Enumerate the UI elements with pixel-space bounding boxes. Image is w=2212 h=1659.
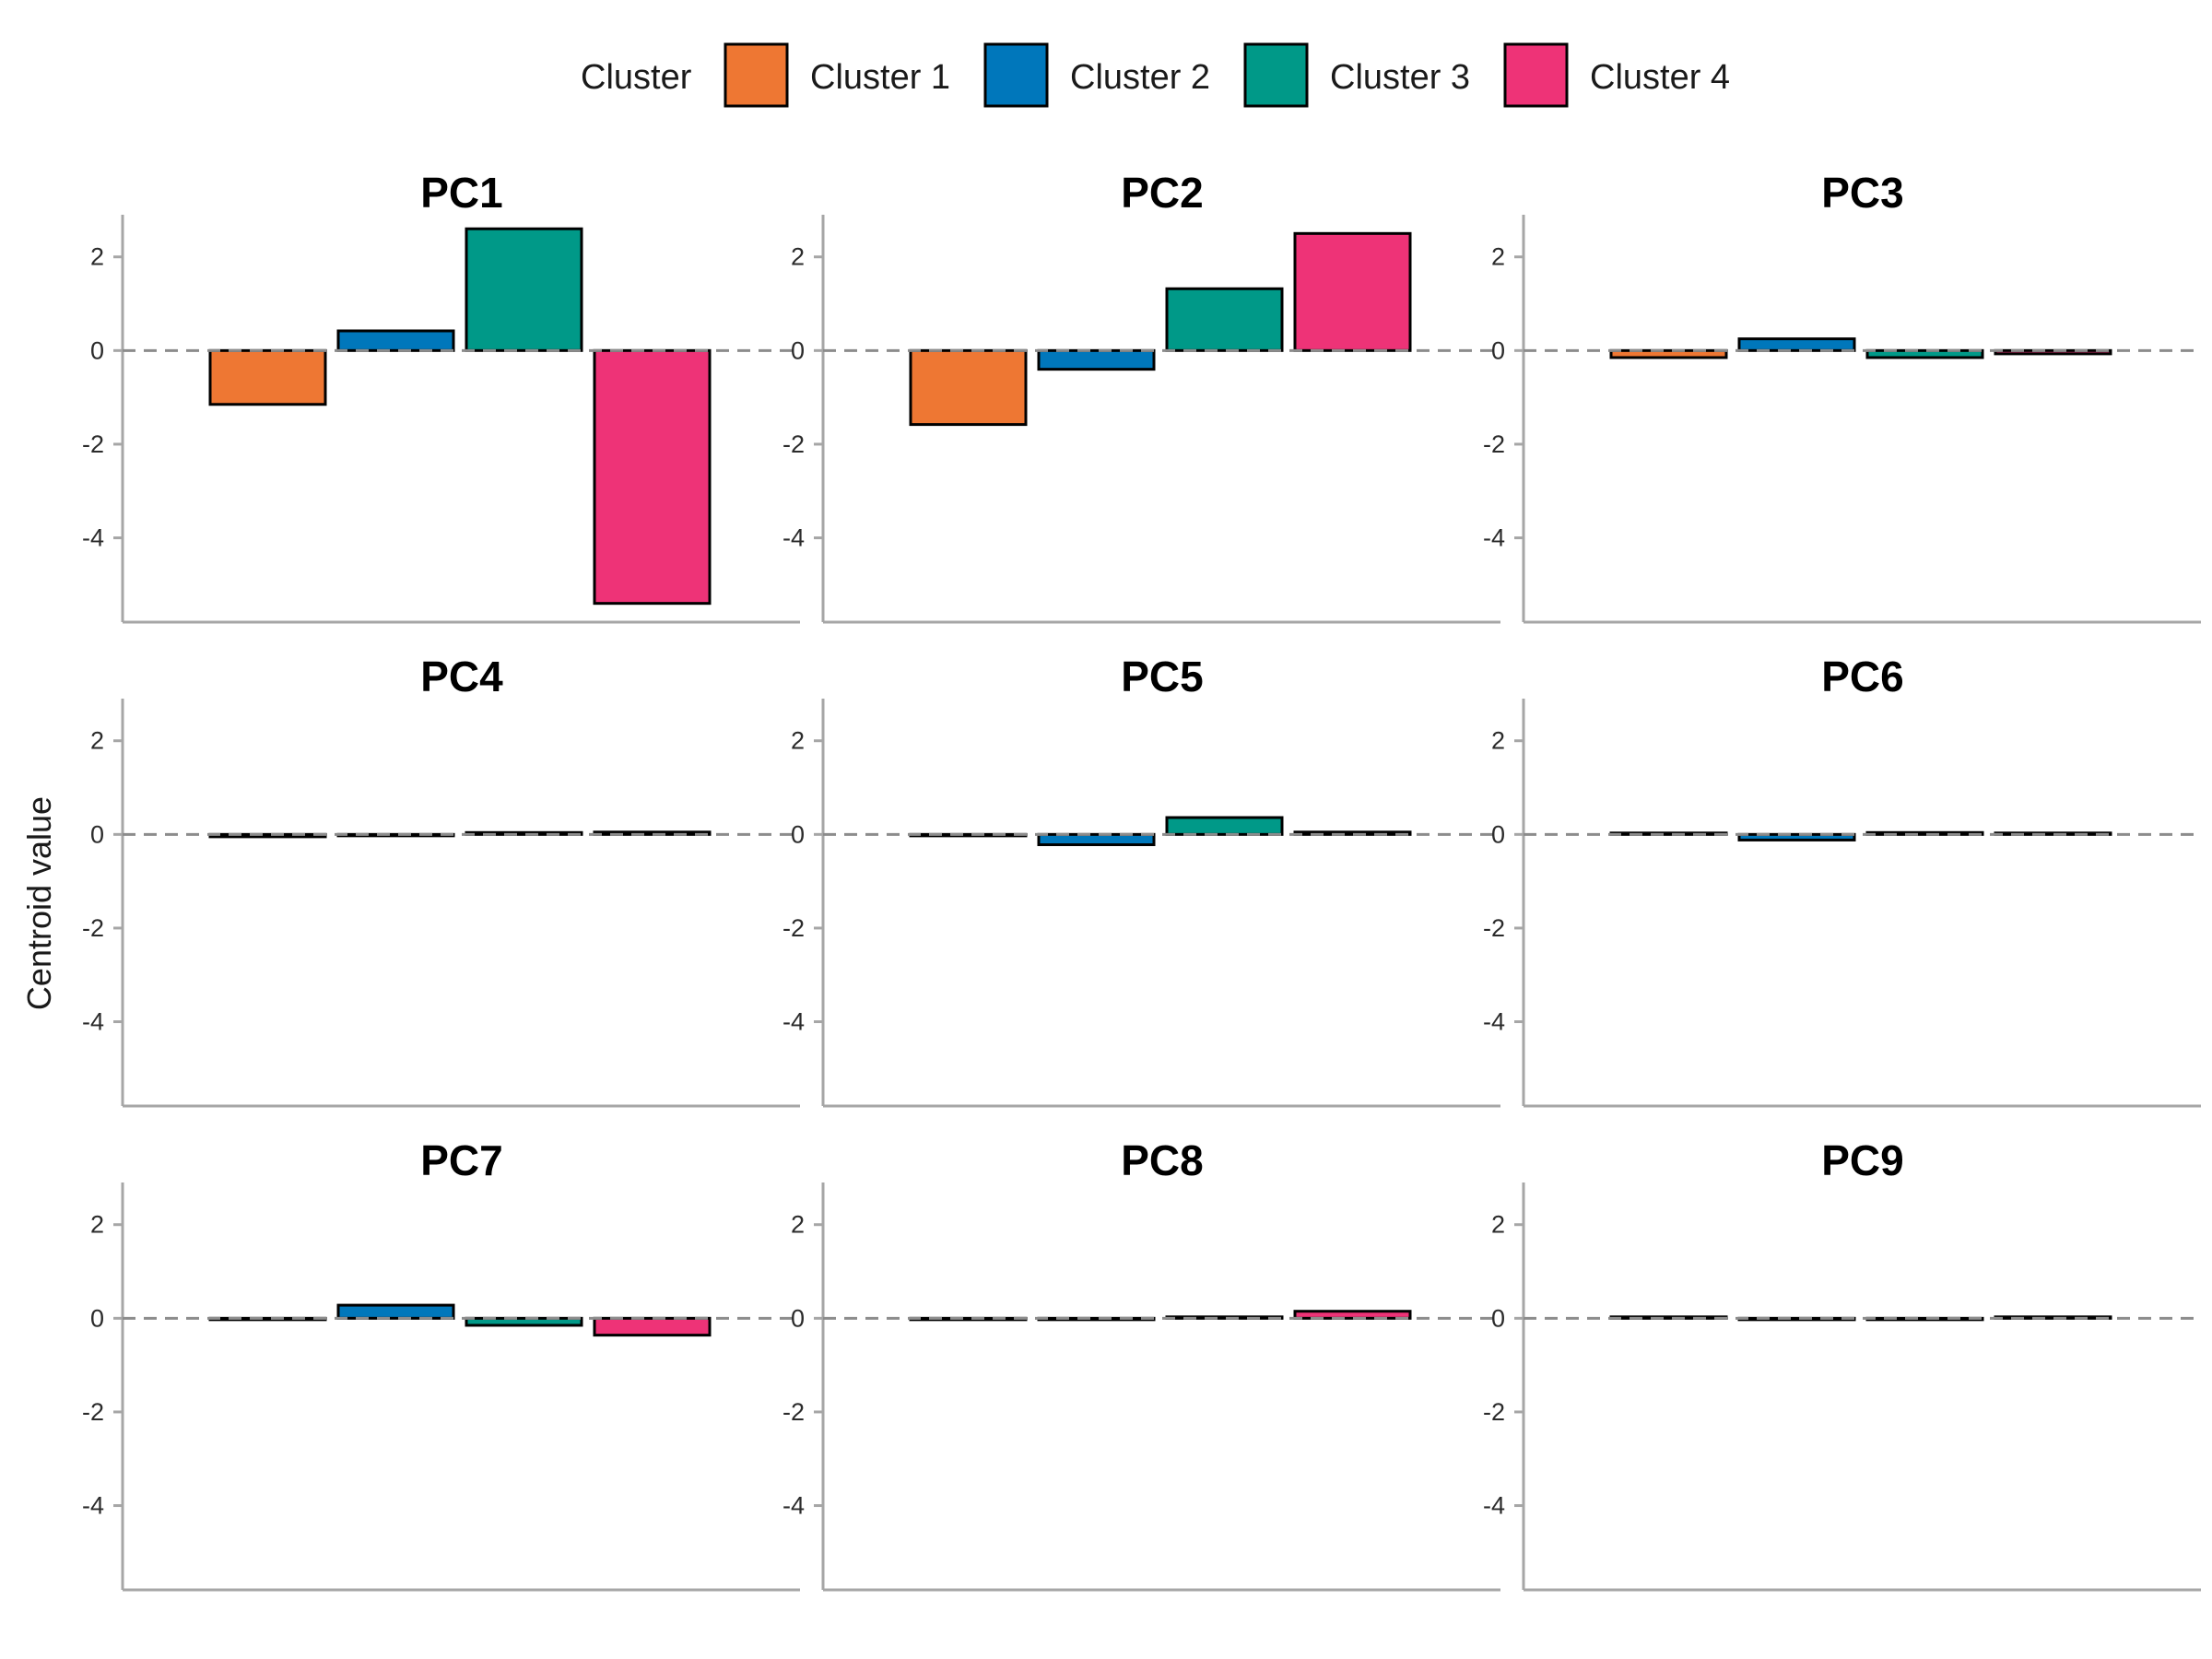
y-tick-label: 2 <box>90 1211 104 1239</box>
bar-pc6-cluster-2 <box>1737 832 1856 841</box>
y-tick-label: -4 <box>782 1492 805 1520</box>
facet-title: PC4 <box>420 653 503 700</box>
bar-pc7-cluster-1 <box>208 1316 327 1322</box>
facet-panels: PC1 2 0 -2 -4 PC2 2 0 -2 -4 PC3 2 0 -2 -4 PC4 2 0 -2 -4 PC5 2… <box>82 169 2201 1592</box>
y-tick-label: -4 <box>782 1008 805 1036</box>
legend-items: Cluster 1 Cluster 2 Cluster 3 Cluster 4 <box>724 42 1730 108</box>
bar-pc1-cluster-1 <box>208 348 327 406</box>
bar-pc3-cluster-3 <box>1865 348 1984 359</box>
bar-pc2-cluster-2 <box>1037 348 1156 371</box>
y-tick-label: -2 <box>82 914 104 942</box>
y-tick-label: 2 <box>1491 243 1505 271</box>
y-tick-label: -4 <box>82 1492 104 1520</box>
y-tick-label: 0 <box>1491 820 1505 848</box>
facet-panel-pc7: PC7 2 0 -2 -4 <box>82 1136 800 1592</box>
legend-label-cluster-1: Cluster 1 <box>810 58 950 97</box>
y-tick-label: 0 <box>90 1304 104 1332</box>
bar-pc5-cluster-1 <box>909 832 1028 838</box>
y-tick-label: -4 <box>1483 1492 1505 1520</box>
legend-key-cluster-2 <box>983 42 1049 108</box>
y-axis-title: Centroid value <box>20 796 58 1010</box>
bar-pc8-cluster-2 <box>1037 1316 1156 1322</box>
bar-pc8-cluster-4 <box>1293 1310 1412 1320</box>
facet-title: PC2 <box>1121 169 1203 217</box>
facet-title: PC5 <box>1121 653 1203 700</box>
facet-title: PC1 <box>420 169 502 217</box>
y-tick-label: -2 <box>782 430 805 458</box>
bar-pc5-cluster-3 <box>1165 816 1284 836</box>
facet-panel-pc9: PC9 2 0 -2 -4 <box>1483 1136 2201 1592</box>
y-tick-label: 0 <box>791 336 805 364</box>
facet-title: PC6 <box>1821 653 1903 700</box>
y-tick-label: 0 <box>791 1304 805 1332</box>
y-tick-label: 2 <box>791 727 805 755</box>
y-tick-label: -4 <box>1483 1008 1505 1036</box>
legend-label-cluster-3: Cluster 3 <box>1330 58 1470 97</box>
bar-pc6-cluster-1 <box>1609 831 1728 836</box>
y-tick-label: -4 <box>82 1008 104 1036</box>
legend: Cluster Cluster 1 Cluster 2 Cluster 3 Clust… <box>581 42 1730 108</box>
bar-pc1-cluster-4 <box>593 348 712 606</box>
facet-title: PC9 <box>1821 1136 1903 1184</box>
legend-key-cluster-3 <box>1243 42 1309 108</box>
bar-pc2-cluster-3 <box>1165 287 1284 352</box>
y-tick-label: 2 <box>791 243 805 271</box>
bar-pc8-cluster-1 <box>909 1316 1028 1322</box>
bar-pc1-cluster-2 <box>336 329 455 352</box>
facet-title: PC7 <box>420 1136 502 1184</box>
y-tick-label: -2 <box>782 1398 805 1426</box>
y-tick-label: 0 <box>90 336 104 364</box>
facet-panel-pc1: PC1 2 0 -2 -4 <box>82 169 800 624</box>
y-tick-label: -2 <box>82 1398 104 1426</box>
bar-pc4-cluster-1 <box>208 832 327 839</box>
bar-pc9-cluster-1 <box>1609 1315 1728 1320</box>
y-tick-label: 0 <box>1491 336 1505 364</box>
y-tick-label: 2 <box>1491 1211 1505 1239</box>
y-tick-label: -2 <box>1483 1398 1505 1426</box>
bar-pc7-cluster-2 <box>336 1303 455 1320</box>
bar-pc1-cluster-3 <box>465 227 583 352</box>
facet-panel-pc6: PC6 2 0 -2 -4 <box>1483 653 2201 1108</box>
bar-pc3-cluster-2 <box>1737 337 1856 352</box>
facet-title: PC3 <box>1821 169 1903 217</box>
bar-pc2-cluster-4 <box>1293 231 1412 352</box>
facet-panel-pc2: PC2 2 0 -2 -4 <box>782 169 1500 624</box>
facet-panel-pc4: PC4 2 0 -2 -4 <box>82 653 800 1108</box>
bar-pc5-cluster-2 <box>1037 832 1156 847</box>
y-tick-label: -2 <box>1483 914 1505 942</box>
y-tick-label: -2 <box>782 914 805 942</box>
y-tick-label: 2 <box>1491 727 1505 755</box>
y-tick-label: 2 <box>90 727 104 755</box>
legend-label-cluster-4: Cluster 4 <box>1590 58 1730 97</box>
y-tick-label: 2 <box>90 243 104 271</box>
y-tick-label: -4 <box>82 524 104 552</box>
legend-title: Cluster <box>581 58 692 97</box>
facet-title: PC8 <box>1121 1136 1203 1184</box>
legend-label-cluster-2: Cluster 2 <box>1070 58 1210 97</box>
facet-panel-pc3: PC3 2 0 -2 -4 <box>1483 169 2201 624</box>
y-tick-label: -4 <box>782 524 805 552</box>
bar-pc9-cluster-2 <box>1737 1316 1856 1322</box>
bar-pc7-cluster-4 <box>593 1316 712 1337</box>
y-tick-label: 0 <box>791 820 805 848</box>
y-tick-label: 0 <box>1491 1304 1505 1332</box>
legend-key-cluster-1 <box>724 42 789 108</box>
legend-key-cluster-4 <box>1503 42 1569 108</box>
bar-pc3-cluster-4 <box>1994 348 2112 356</box>
y-tick-label: 2 <box>791 1211 805 1239</box>
bar-pc4-cluster-2 <box>336 832 455 838</box>
facet-panel-pc8: PC8 2 0 -2 -4 <box>782 1136 1500 1592</box>
y-tick-label: -2 <box>1483 430 1505 458</box>
bar-pc2-cluster-1 <box>909 348 1028 427</box>
y-tick-label: -4 <box>1483 524 1505 552</box>
y-tick-label: 0 <box>90 820 104 848</box>
y-tick-label: -2 <box>82 430 104 458</box>
bar-pc7-cluster-3 <box>465 1316 583 1327</box>
facet-panel-pc5: PC5 2 0 -2 -4 <box>782 653 1500 1108</box>
bar-pc3-cluster-1 <box>1609 348 1728 359</box>
